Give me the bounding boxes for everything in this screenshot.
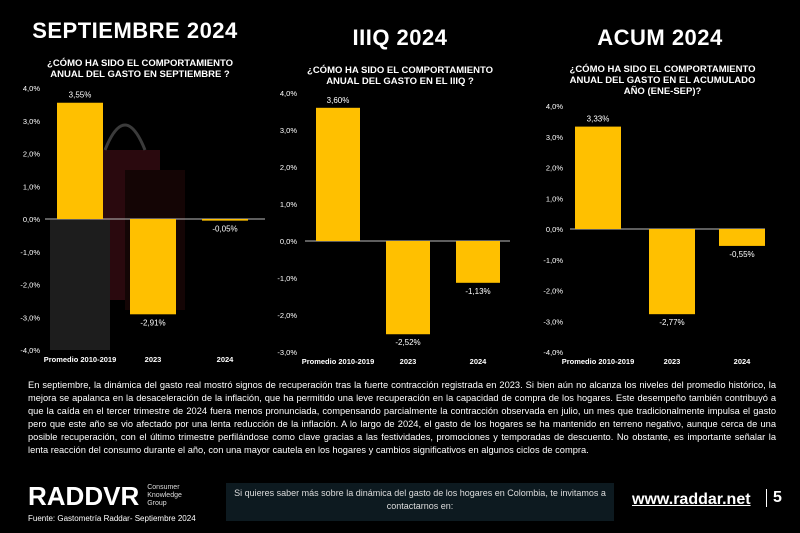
y-tick-label: -2,0% [277,311,297,320]
y-tick-label: -2,0% [20,281,40,290]
y-tick-label: -1,0% [277,274,297,283]
x-tick-label: 2023 [664,357,681,366]
analysis-paragraph: En septiembre, la dinámica del gasto rea… [28,380,776,455]
data-label: 3,33% [587,115,610,124]
source-note: Fuente: Gastometría Raddar- Septiembre 2… [28,514,196,523]
chart1-subtitle: ¿CÓMO HA SIDO EL COMPORTAMIENTO ANUAL DE… [47,58,233,80]
y-tick-label: -2,0% [543,287,563,296]
bar [719,229,765,246]
bar-charts: 4,0% 3,0% 2,0% 1,0% 0,0% -1,0% -2,0% -3,0% -4,0%… [20,84,765,366]
y-tick-label: 2,0% [546,164,563,173]
y-tick-label: 2,0% [23,150,40,159]
x-tick-label: Promedio 2010-2019 [302,357,375,366]
chart3-subtitle: ¿CÓMO HA SIDO EL COMPORTAMIENTO ANUAL DE… [569,64,756,97]
y-tick-label: 4,0% [280,89,297,98]
data-label: -1,13% [465,287,490,296]
x-tick-label: 2024 [734,357,752,366]
data-label: -2,91% [140,318,165,327]
y-tick-label: -3,0% [20,313,40,322]
bar [575,126,621,229]
data-label: -0,55% [729,250,754,259]
bar [386,241,430,335]
chart3-title: ACUM 2024 [597,25,723,50]
data-label: 3,60% [327,96,350,105]
data-label: -0,05% [212,225,237,234]
bar [649,229,695,315]
y-tick-label: 4,0% [23,84,40,93]
y-tick-label: 3,0% [23,117,40,126]
x-tick-label: Promedio 2010-2019 [562,357,635,366]
x-tick-label: 2023 [145,355,162,364]
data-label: 3,55% [69,91,92,100]
x-tick-label: Promedio 2010-2019 [44,355,117,364]
y-tick-label: -3,0% [277,348,297,357]
y-tick-label: 3,0% [280,126,297,135]
chart2-subtitle: ¿CÓMO HA SIDO EL COMPORTAMIENTO ANUAL DE… [307,65,493,87]
y-tick-label: 1,0% [23,182,40,191]
contact-banner: Si quieres saber más sobre la dinámica d… [226,483,614,521]
logo-block: RADDVR Consumer Knowledge Group [28,482,187,510]
raddar-logo: RADDVR [28,481,140,511]
data-label: -2,52% [395,338,420,347]
bar [316,107,360,241]
y-tick-label: -1,0% [543,256,563,265]
x-tick-label: 2023 [400,357,417,366]
x-tick-label: 2024 [217,355,235,364]
y-tick-label: -4,0% [20,346,40,355]
y-tick-label: -4,0% [543,348,563,357]
y-tick-label: 3,0% [546,133,563,142]
chart2-title: IIIQ 2024 [352,25,448,50]
bar [202,219,248,221]
y-tick-label: 0,0% [280,237,297,246]
data-label: -2,77% [659,318,684,327]
chart1-title: SEPTIEMBRE 2024 [32,18,238,43]
bar [57,102,103,219]
website-link[interactable]: www.raddar.net [632,491,751,508]
y-tick-label: -3,0% [543,317,563,326]
logo-subtitle: Consumer Knowledge Group [147,484,182,507]
y-tick-label: 2,0% [280,163,297,172]
y-tick-label: 4,0% [546,102,563,111]
bar [456,241,500,283]
bar [130,219,176,315]
y-tick-label: 1,0% [280,200,297,209]
page-number: 5 [766,489,782,507]
y-tick-label: 1,0% [546,194,563,203]
x-tick-label: 2024 [470,357,488,366]
y-tick-label: 0,0% [23,215,40,224]
y-tick-label: -1,0% [20,248,40,257]
y-tick-label: 0,0% [546,225,563,234]
